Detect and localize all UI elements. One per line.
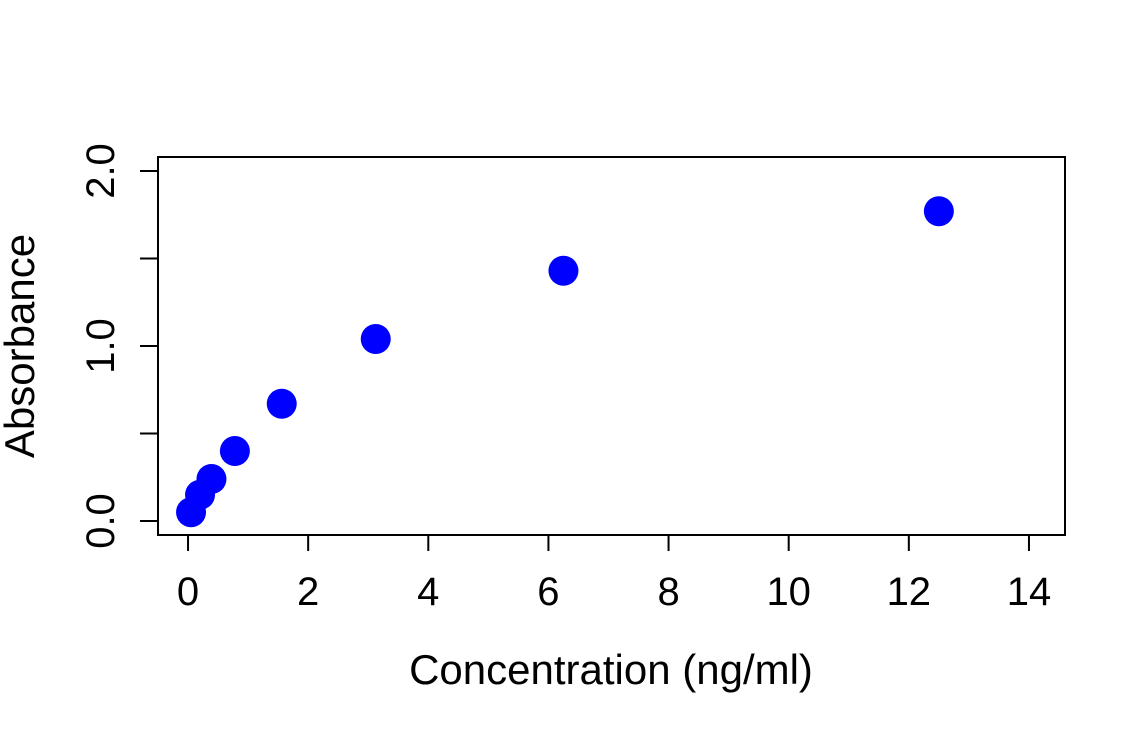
- x-axis: 0 2 4 6 8 10 12 14: [177, 534, 1052, 614]
- data-point: [923, 196, 954, 227]
- data-point: [360, 324, 391, 354]
- x-tick-label: 14: [1007, 570, 1052, 614]
- x-tick-label: 6: [537, 570, 559, 614]
- y-tick-label: 1.0: [79, 318, 123, 374]
- y-axis-label: Absorbance: [0, 234, 43, 458]
- x-tick-label: 8: [657, 570, 679, 614]
- x-tick-label: 0: [177, 570, 199, 614]
- data-point: [219, 436, 250, 466]
- x-tick-label: 2: [297, 570, 319, 614]
- data-point: [548, 255, 579, 286]
- y-tick-label: 2.0: [79, 143, 123, 199]
- x-tick-label: 12: [887, 570, 932, 614]
- y-axis: 0.0 1.0 2.0: [79, 143, 159, 549]
- x-axis-label: Concentration (ng/ml): [409, 646, 813, 693]
- data-point: [266, 388, 297, 419]
- data-point: [196, 464, 227, 494]
- data-points: [176, 196, 954, 528]
- x-tick-label: 10: [766, 570, 811, 614]
- y-tick-label: 0.0: [79, 493, 123, 549]
- x-tick-label: 4: [417, 570, 439, 614]
